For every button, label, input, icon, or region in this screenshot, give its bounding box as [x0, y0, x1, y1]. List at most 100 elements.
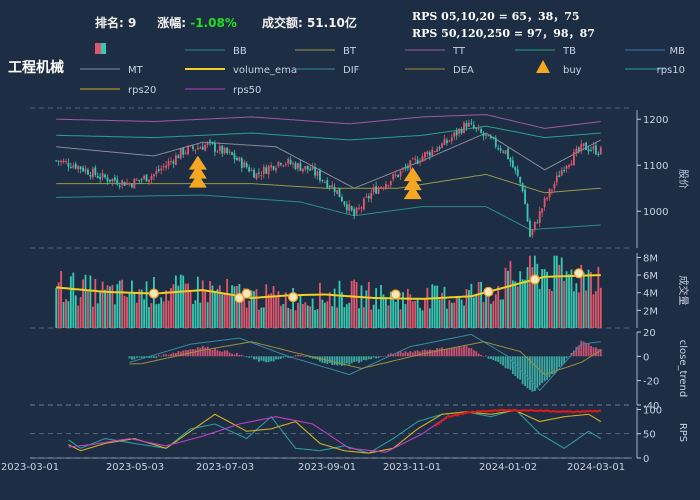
candle	[316, 171, 319, 176]
candle	[157, 169, 160, 171]
volume-bar	[360, 285, 363, 328]
volume-bar	[262, 307, 265, 328]
macd-bar	[592, 347, 595, 357]
candle	[560, 170, 563, 176]
volume-bar	[245, 307, 248, 328]
candle	[529, 220, 531, 237]
macd-bar	[441, 347, 443, 357]
candle	[350, 206, 353, 211]
volume-bar	[577, 292, 580, 328]
macd-bar	[226, 350, 229, 357]
candle	[411, 158, 414, 160]
macd-bar	[448, 348, 451, 357]
volume-bar	[482, 302, 485, 328]
turnover-label: 成交额:	[261, 16, 303, 30]
candle	[375, 186, 378, 194]
candle	[551, 189, 553, 191]
volume-bar	[467, 290, 470, 328]
candle	[524, 189, 526, 205]
candle	[253, 169, 255, 178]
volume-bar	[580, 264, 583, 328]
rps-highlight	[434, 408, 601, 427]
candle	[126, 182, 128, 185]
ytick-label: 8M	[643, 253, 658, 264]
buy-arrow	[403, 176, 422, 191]
macd-bar	[143, 356, 146, 359]
volume-bar	[72, 272, 75, 328]
macd-bar	[240, 354, 243, 357]
candle	[426, 151, 429, 155]
candle	[226, 147, 229, 154]
candle	[69, 166, 72, 168]
candle	[319, 170, 321, 181]
macd-bar	[216, 350, 219, 357]
buy-signal-icon	[403, 167, 422, 200]
candle	[113, 177, 116, 181]
volume-bar	[389, 291, 392, 328]
macd-bar	[233, 354, 236, 357]
macd-bar	[384, 355, 387, 357]
macd-bar	[231, 353, 233, 357]
macd-bar	[128, 356, 131, 359]
volume-bar	[69, 276, 72, 328]
volume-bar	[292, 287, 295, 328]
macd-bar	[343, 356, 346, 366]
volume-signal-marker	[573, 268, 584, 279]
candle	[409, 160, 412, 170]
volume-bar	[170, 288, 172, 328]
ytick-label: 2M	[643, 306, 658, 317]
macd-bar	[331, 356, 334, 365]
volume-bar	[226, 278, 229, 328]
ytick-label: 1100	[643, 161, 668, 172]
candle	[199, 147, 202, 149]
macd-bar	[279, 356, 282, 359]
macd-bar	[294, 355, 297, 357]
candle	[233, 153, 236, 160]
macd-bar	[438, 348, 441, 357]
volume-bar	[489, 303, 492, 328]
volume-bar	[297, 302, 299, 328]
macd-bar	[297, 354, 299, 357]
candle	[438, 147, 441, 150]
volume-bar	[553, 255, 556, 328]
volume-bar	[331, 306, 334, 328]
candle	[228, 151, 231, 153]
macd-bar	[236, 353, 238, 357]
candle	[492, 137, 495, 139]
volume-bar	[382, 294, 385, 328]
macd-bar	[514, 356, 517, 377]
candle	[548, 188, 551, 198]
candle	[275, 167, 277, 171]
volume-bar	[404, 304, 407, 328]
candle	[67, 162, 70, 167]
macd-bar	[533, 356, 536, 392]
macd-bar	[138, 356, 141, 358]
x-tick-label: 2024-01-02	[479, 462, 537, 473]
macd-bar	[590, 345, 592, 357]
volume-bar	[590, 272, 592, 328]
candle	[87, 169, 89, 175]
volume-bar	[392, 291, 395, 328]
x-tick-label: 2023-11-01	[383, 462, 441, 473]
volume-bar	[455, 297, 458, 328]
candle	[167, 161, 170, 166]
candle	[214, 142, 216, 152]
macd-bar	[265, 356, 268, 363]
candle	[536, 222, 539, 224]
macd-bar	[387, 354, 390, 357]
macd-bar	[272, 356, 275, 362]
volume-bar	[209, 281, 211, 328]
macd-bar	[338, 356, 341, 365]
macd-bar	[573, 350, 575, 357]
macd-bar	[165, 354, 168, 357]
volume-bar	[236, 286, 238, 328]
volume-bar	[294, 310, 297, 328]
volume-bar	[82, 279, 84, 328]
candle	[240, 158, 243, 168]
volume-bar	[192, 303, 194, 328]
macd-bar	[536, 356, 539, 388]
candle	[372, 187, 375, 193]
candle	[287, 158, 290, 164]
volume-bar	[470, 283, 473, 328]
